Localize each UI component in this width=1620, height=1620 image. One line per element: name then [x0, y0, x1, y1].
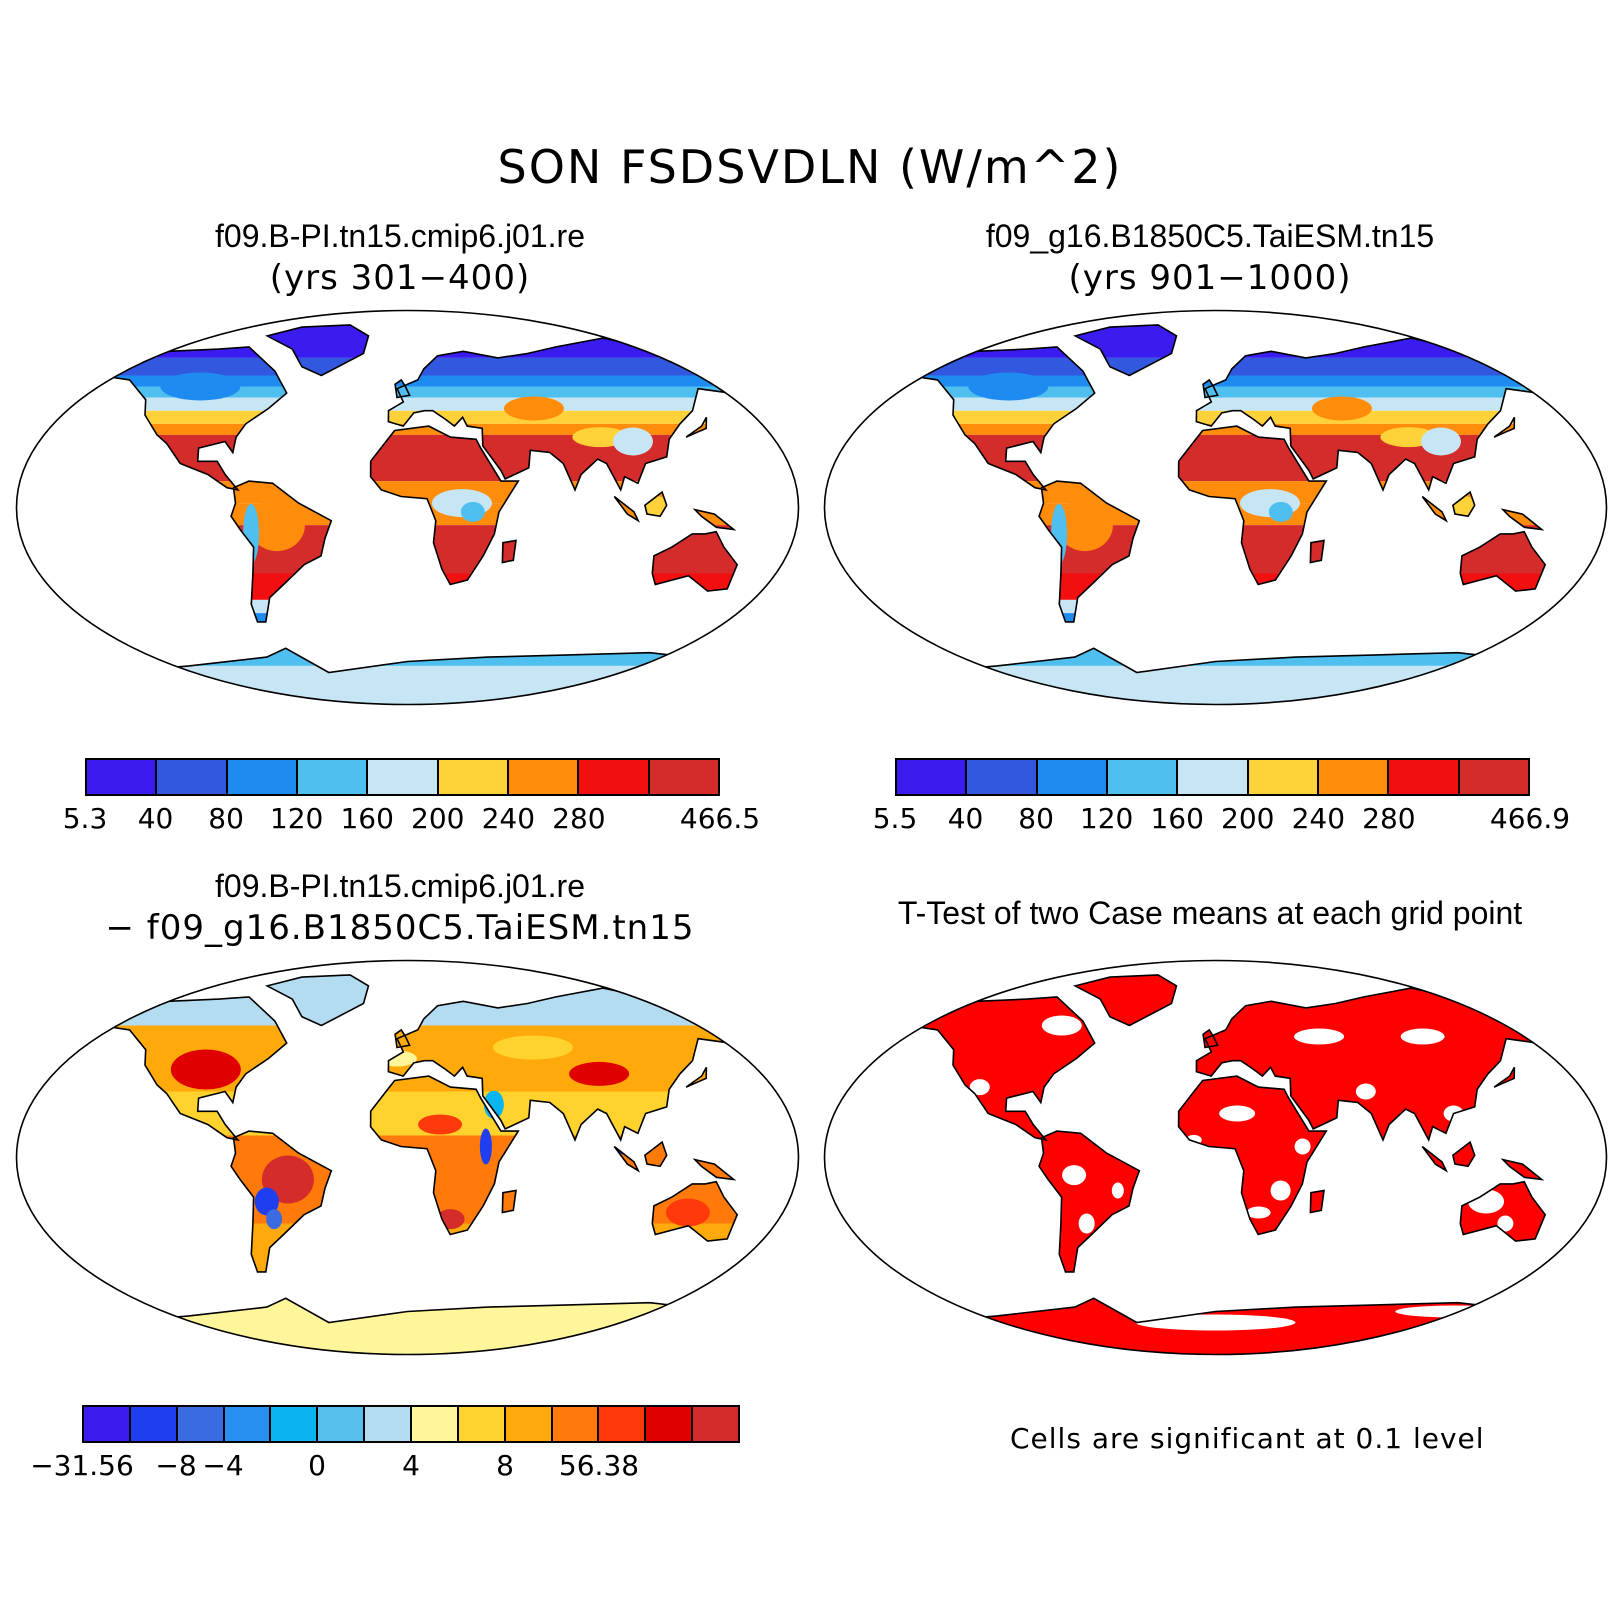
colorbar-segment [649, 760, 718, 794]
colorbar-tick-label: 466.5 [679, 802, 761, 835]
colorbar-segment [897, 760, 968, 794]
colorbar-segment [1037, 760, 1108, 794]
colorbar-tick-label: 240 [481, 802, 536, 835]
colorbar-tick-label: 5.5 [872, 802, 918, 835]
colorbar-tick-label: 160 [1150, 802, 1204, 835]
colorbar-segment [1178, 760, 1249, 794]
colorbar-segment [505, 1407, 553, 1441]
colorbar-tick-label: 160 [340, 802, 394, 835]
colorbar-case1 [85, 758, 720, 796]
colorbar-tick-label: 120 [1079, 802, 1134, 835]
colorbar-segment [1107, 760, 1179, 794]
colorbar-tick-label: 120 [269, 802, 324, 835]
colorbar-segment [87, 760, 158, 794]
colorbar-segment [177, 1407, 225, 1441]
panel2-subtitle: (yrs 901−1000) [1068, 258, 1352, 298]
panel3-title: f09.B-PI.tn15.cmip6.j01.re [215, 868, 585, 904]
colorbar-tick-label: 40 [137, 802, 174, 835]
colorbar-difference [82, 1405, 740, 1443]
map-case2 [823, 309, 1608, 706]
colorbar-tick-label: 4 [402, 1449, 420, 1482]
colorbar-segment [1248, 760, 1319, 794]
colorbar-segment [1459, 760, 1528, 794]
figure-title: SON FSDSVDLN (W/m^2) [497, 140, 1123, 194]
colorbar-tick-label: 40 [947, 802, 984, 835]
colorbar-segment [318, 1407, 366, 1441]
colorbar-tick-label: 200 [1221, 802, 1275, 835]
colorbar-segment [579, 760, 650, 794]
map-case1 [15, 309, 800, 706]
panel3-subtitle: − f09_g16.B1850C5.TaiESM.tn15 [105, 908, 695, 948]
colorbar-segment [967, 760, 1038, 794]
colorbar-tick-label: 0 [308, 1449, 326, 1482]
colorbar-tick-label: 280 [552, 802, 606, 835]
map-ttest [823, 959, 1608, 1356]
colorbar-tick-label: 280 [1362, 802, 1416, 835]
colorbar-tick-label: 8 [496, 1449, 514, 1482]
panel1-subtitle: (yrs 301−400) [269, 258, 531, 298]
map-difference [15, 959, 800, 1356]
colorbar-segment [599, 1407, 647, 1441]
colorbar-tick-label: 5.3 [62, 802, 108, 835]
panel2-title: f09_g16.B1850C5.TaiESM.tn15 [985, 218, 1435, 254]
colorbar-tick-label: 56.38 [558, 1449, 640, 1482]
colorbar-segment [438, 760, 509, 794]
colorbar-segment [552, 1407, 600, 1441]
colorbar-segment [693, 1407, 739, 1441]
colorbar-tick-label: 240 [1291, 802, 1346, 835]
colorbar-segment [646, 1407, 694, 1441]
colorbar-segment [227, 760, 298, 794]
colorbar-segment [1318, 760, 1390, 794]
colorbar-segment [84, 1407, 131, 1441]
colorbar-segment [365, 1407, 413, 1441]
colorbar-segment [368, 760, 439, 794]
colorbar-segment [130, 1407, 178, 1441]
colorbar-segment [224, 1407, 272, 1441]
colorbar-tick-label: 80 [208, 802, 244, 835]
colorbar-segment [1389, 760, 1460, 794]
colorbar-tick-label: 466.9 [1489, 802, 1571, 835]
panel1-title: f09.B-PI.tn15.cmip6.j01.re [215, 218, 585, 254]
colorbar-tick-label: −4 [202, 1449, 244, 1482]
colorbar-tick-label: 200 [411, 802, 465, 835]
colorbar-segment [458, 1407, 506, 1441]
colorbar-segment [412, 1407, 459, 1441]
colorbar-segment [297, 760, 369, 794]
colorbar-case2 [895, 758, 1530, 796]
colorbar-tick-label: 80 [1018, 802, 1054, 835]
colorbar-segment [508, 760, 580, 794]
ttest-note: Cells are significant at 0.1 level [1010, 1422, 1485, 1455]
panel4-title: T-Test of two Case means at each grid po… [897, 895, 1523, 931]
colorbar-segment [271, 1407, 319, 1441]
colorbar-segment [157, 760, 228, 794]
colorbar-tick-label: −31.56 [30, 1449, 134, 1482]
colorbar-tick-label: −8 [155, 1449, 197, 1482]
